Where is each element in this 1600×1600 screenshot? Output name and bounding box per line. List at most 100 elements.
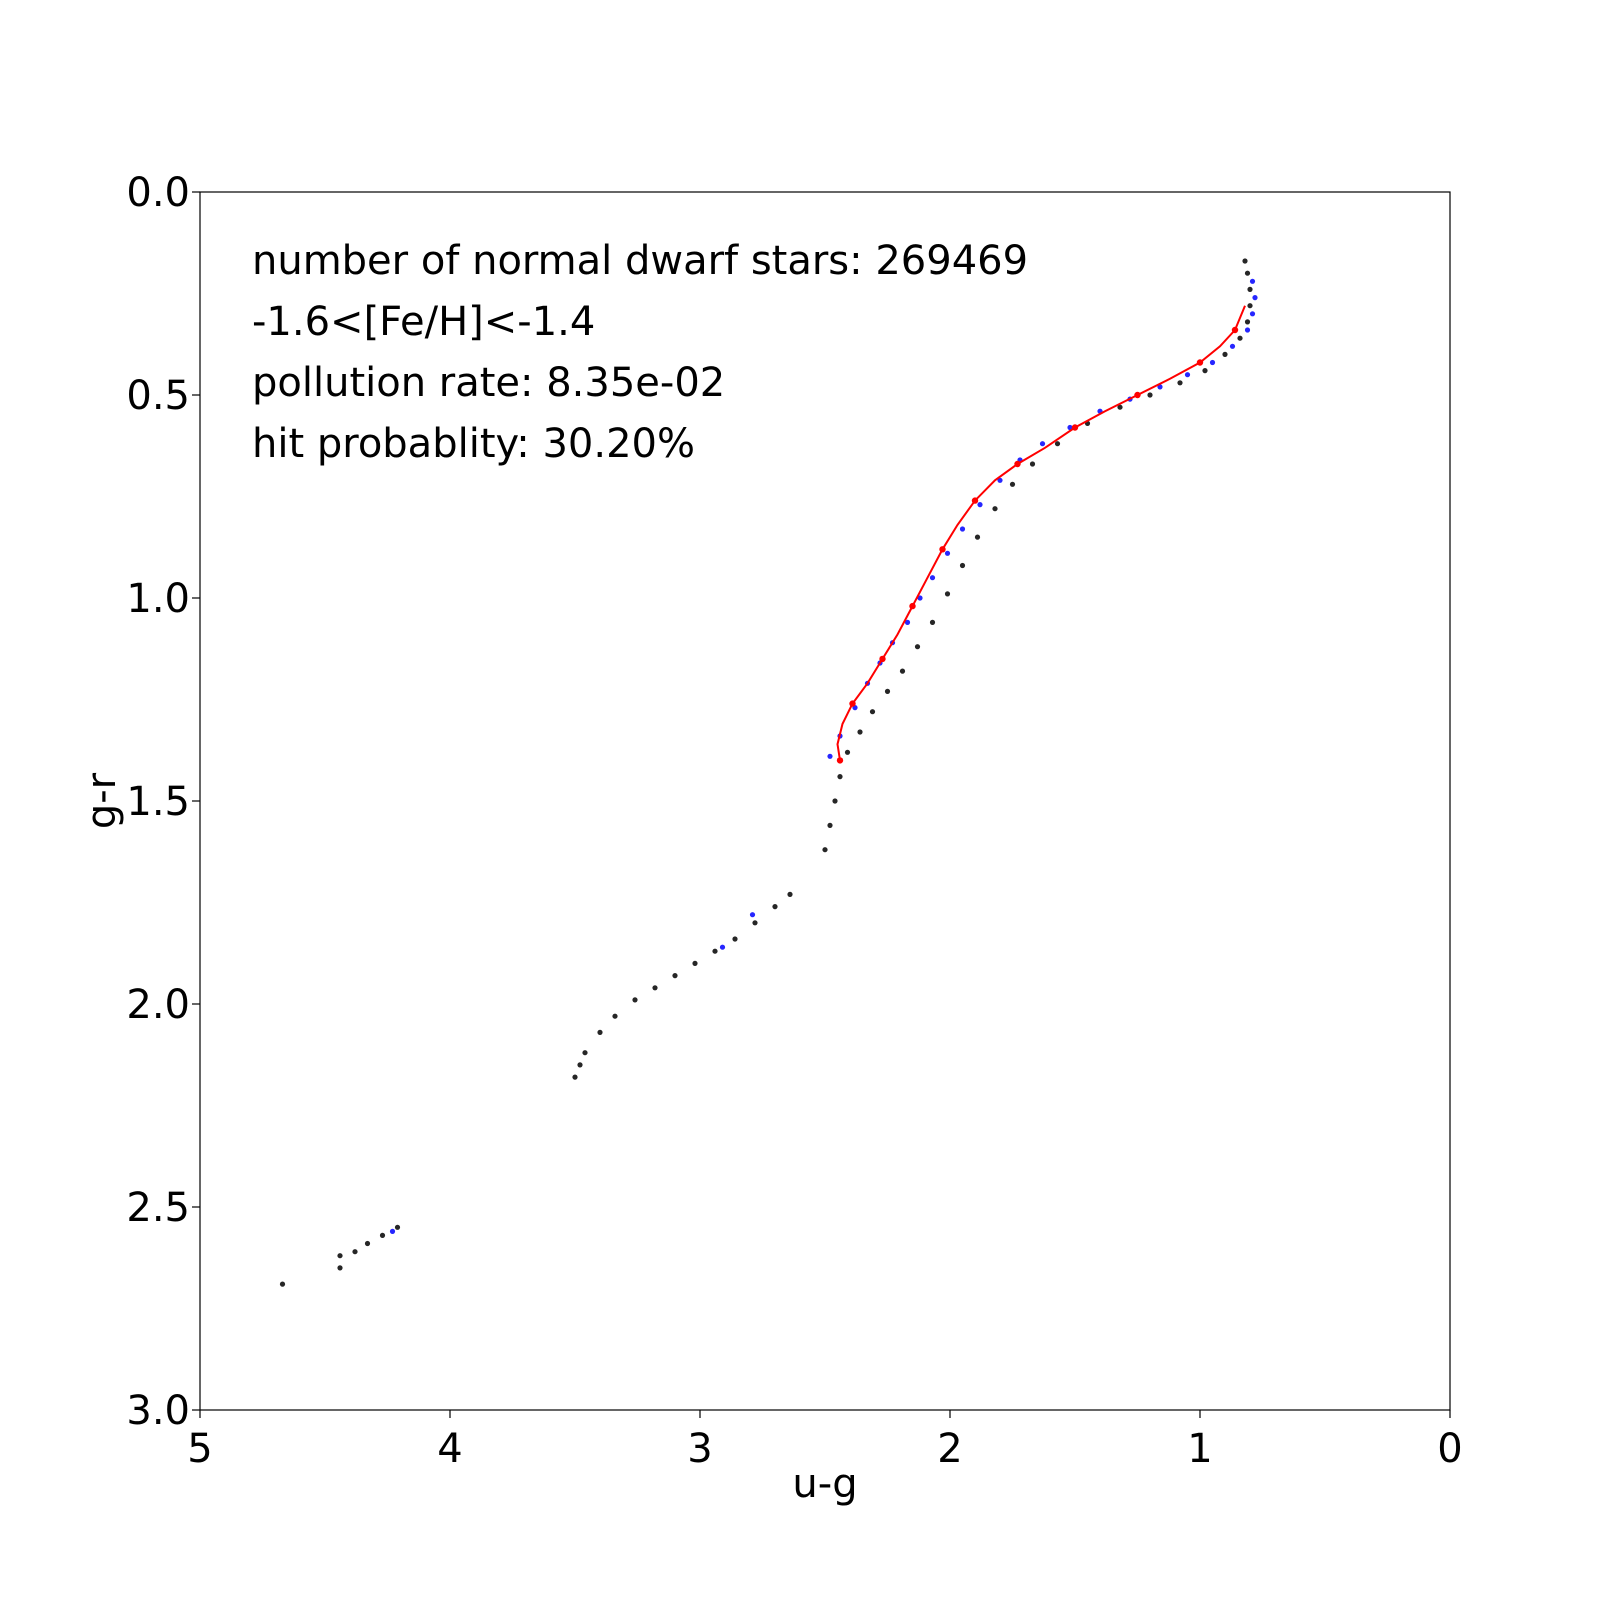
black-star-point — [832, 798, 838, 804]
annotation-metallicity: -1.6<[Fe/H]<-1.4 — [252, 299, 595, 345]
black-star-point — [364, 1240, 371, 1247]
black-star-point — [572, 1074, 578, 1080]
black-star-point — [1247, 286, 1253, 292]
black-star-point — [1222, 351, 1228, 357]
black-star-point — [672, 973, 678, 979]
y-tick-label: 0.5 — [126, 373, 190, 419]
blue-star-point — [944, 550, 951, 556]
red-fit-marker — [879, 655, 886, 663]
x-axis-label: u-g — [792, 1461, 857, 1507]
blue-star-point — [1244, 327, 1251, 333]
y-tick-label: 1.0 — [126, 576, 190, 622]
annotation-pollution-rate: pollution rate: 8.35e-02 — [252, 360, 725, 406]
x-tick-label: 1 — [1187, 1426, 1212, 1472]
x-tick-label: 4 — [437, 1426, 462, 1472]
x-axis-ticks: 5 4 3 2 1 0 — [187, 1410, 1463, 1472]
black-star-point — [1009, 481, 1016, 487]
blue-star-point — [1209, 359, 1216, 366]
black-star-point — [822, 847, 828, 853]
black-star-point — [837, 774, 843, 780]
black-dots-series — [279, 258, 1253, 1287]
black-star-point — [712, 948, 718, 954]
blue-star-point — [1157, 384, 1163, 390]
y-tick-label: 2.5 — [126, 1185, 190, 1231]
black-star-point — [337, 1253, 343, 1259]
annotation-hit-probability: hit probablity: 30.20% — [252, 421, 695, 467]
black-star-point — [772, 904, 778, 910]
black-star-point — [337, 1265, 343, 1271]
black-star-point — [1177, 380, 1183, 386]
plot-points — [279, 258, 1258, 1287]
black-star-point — [352, 1249, 358, 1255]
black-star-point — [632, 997, 638, 1003]
y-tick-label: 0.0 — [126, 170, 190, 216]
annotation-star-count: number of normal dwarf stars: 269469 — [252, 238, 1028, 284]
black-star-point — [1237, 335, 1243, 341]
black-star-point — [692, 960, 698, 967]
black-star-point — [1029, 461, 1036, 467]
blue-star-point — [827, 753, 833, 759]
red-fit-marker — [1134, 391, 1141, 399]
black-star-point — [899, 668, 906, 674]
red-fit-marker — [1231, 326, 1239, 334]
black-star-point — [1242, 258, 1248, 264]
blue-star-point — [997, 477, 1003, 483]
y-tick-label: 2.0 — [126, 982, 190, 1028]
black-star-point — [612, 1013, 618, 1019]
black-star-point — [787, 891, 793, 898]
red-fit-marker — [1071, 424, 1079, 431]
blue-star-point — [749, 912, 756, 918]
black-star-point — [752, 920, 758, 926]
red-fit-marker — [909, 602, 916, 610]
red-fit-marker — [849, 700, 856, 707]
x-tick-label: 2 — [937, 1426, 962, 1472]
black-star-point — [929, 619, 936, 626]
x-tick-label: 0 — [1437, 1426, 1462, 1472]
black-star-point — [597, 1029, 603, 1035]
y-axis-ticks: 0.0 0.5 1.0 1.5 2.0 2.5 3.0 — [126, 170, 200, 1434]
red-fit-marker — [836, 757, 844, 764]
black-star-point — [1244, 319, 1251, 325]
annotation-block: number of normal dwarf stars: 269469 -1.… — [252, 238, 1028, 467]
blue-star-point — [904, 619, 911, 626]
black-star-point — [394, 1224, 401, 1230]
blue-star-point — [389, 1228, 396, 1234]
black-star-point — [827, 822, 833, 829]
blue-star-point — [929, 575, 936, 581]
blue-star-point — [1039, 441, 1046, 447]
black-star-point — [992, 506, 998, 512]
black-star-point — [582, 1050, 588, 1056]
blue-star-point — [917, 595, 923, 601]
blue-star-point — [1229, 343, 1236, 349]
red-fit-marker — [1196, 359, 1204, 366]
black-star-point — [944, 591, 951, 597]
black-star-point — [857, 729, 863, 735]
black-star-point — [1244, 270, 1251, 276]
black-star-point — [652, 985, 658, 991]
black-star-point — [279, 1281, 286, 1287]
black-star-point — [869, 709, 876, 715]
black-star-point — [974, 534, 981, 540]
black-star-point — [379, 1232, 386, 1238]
blue-star-point — [1249, 278, 1256, 284]
red-fit-marker — [939, 546, 946, 553]
y-tick-label: 1.5 — [126, 779, 190, 825]
black-star-point — [1247, 303, 1253, 309]
black-star-point — [1147, 392, 1153, 398]
black-star-point — [844, 749, 851, 755]
black-star-point — [577, 1062, 583, 1068]
y-axis-label: g-r — [79, 772, 125, 829]
blue-star-point — [1184, 372, 1191, 378]
blue-star-point — [977, 502, 983, 508]
blue-star-point — [959, 526, 966, 532]
blue-star-point — [719, 944, 726, 950]
black-star-point — [914, 644, 921, 650]
black-star-point — [959, 562, 966, 569]
red-fit-marker — [971, 497, 979, 504]
x-tick-label: 3 — [687, 1426, 712, 1472]
blue-star-point — [1252, 295, 1258, 301]
black-star-point — [1054, 441, 1061, 447]
